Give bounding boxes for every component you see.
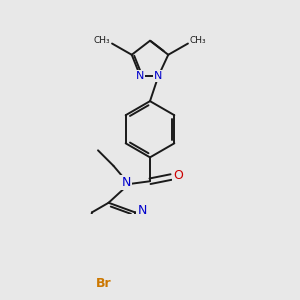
Text: CH₃: CH₃ bbox=[94, 36, 110, 45]
Text: CH₃: CH₃ bbox=[190, 36, 206, 45]
Text: N: N bbox=[138, 205, 148, 218]
Text: O: O bbox=[173, 169, 183, 182]
Text: N: N bbox=[122, 176, 131, 189]
Text: N: N bbox=[154, 71, 163, 81]
Text: Br: Br bbox=[96, 278, 112, 290]
Text: N: N bbox=[136, 71, 144, 81]
